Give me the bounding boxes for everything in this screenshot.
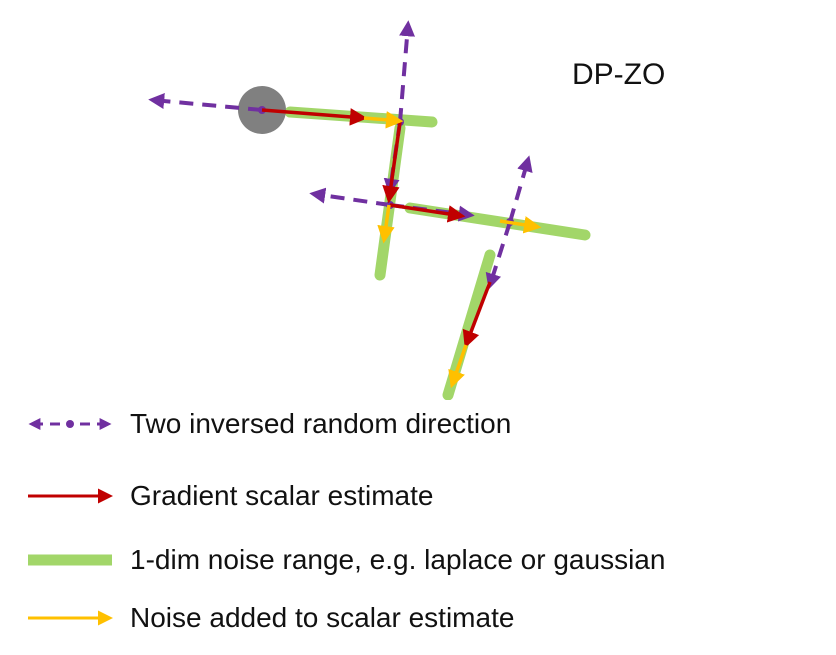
noise-ranges xyxy=(284,106,591,400)
random-directions xyxy=(148,20,533,290)
dp-zo-diagram xyxy=(148,20,591,400)
noise-added xyxy=(363,111,542,389)
gradient-estimates xyxy=(261,108,492,349)
gradient-estimate-legend-icon xyxy=(28,488,113,504)
direction-1-left xyxy=(148,93,263,112)
gradient-step2 xyxy=(382,121,402,204)
legend-label: Noise added to scalar estimate xyxy=(130,602,515,633)
direction-3-down xyxy=(485,221,512,290)
legend-label: Gradient scalar estimate xyxy=(130,480,434,511)
noise-range-legend-icon xyxy=(28,554,112,566)
legend-label: 1-dim noise range, e.g. laplace or gauss… xyxy=(130,544,666,575)
noise-added-step1 xyxy=(363,111,404,129)
noise-added-legend-icon xyxy=(28,610,113,626)
gradient-step4 xyxy=(462,281,492,349)
gradient-step3 xyxy=(389,203,466,223)
diagram-title: DP-ZO xyxy=(572,58,666,91)
direction-3-up xyxy=(508,155,533,223)
noise-added-step4 xyxy=(448,344,468,389)
gradient-step1 xyxy=(261,108,368,126)
legend-label: Two inversed random direction xyxy=(130,408,512,439)
noise-added-step2 xyxy=(377,204,395,244)
legend-item-noise-range: 1-dim noise range, e.g. laplace or gauss… xyxy=(20,540,665,580)
direction-2-left xyxy=(309,187,391,207)
direction-1-up xyxy=(398,20,416,123)
legend-item-gradient-estimate: Gradient scalar estimate xyxy=(20,476,433,516)
random-direction-legend-icon xyxy=(28,418,112,430)
noise-added-step3 xyxy=(499,216,542,234)
legend-item-noise-added: Noise added to scalar estimate xyxy=(20,598,514,638)
legend-item-random-direction: Two inversed random direction xyxy=(20,404,511,444)
